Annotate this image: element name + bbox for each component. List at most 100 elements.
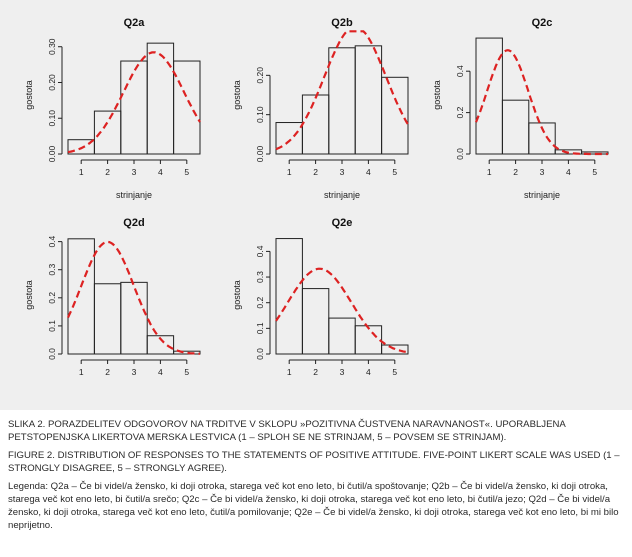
y-tick-label: 0.3 [255,271,265,283]
figure-caption: SLIKA 2. PORAZDELITEV ODGOVOROV NA TRDIT… [8,418,626,537]
chart-panel-q2e: Q2e 0.0 0.1 0.2 0.3 0.4 1 2 3 4 5 gostota [218,206,428,406]
x-tick-label: 4 [566,167,571,177]
y-tick-label: 0.0 [455,148,465,160]
bar-q2b-4 [354,45,383,155]
x-tick-label: 3 [132,167,137,177]
x-tick-label: 1 [79,367,84,377]
bar-q2c-2 [501,99,530,155]
histogram-q2c: Q2c 0.0 0.2 0.4 1 2 3 4 5 gostota strinjanje [432,17,609,200]
chart-title: Q2a [124,17,146,29]
x-tick-label: 3 [340,167,345,177]
bar-q2e-5 [381,344,409,355]
y-tick-label: 0.00 [255,145,265,162]
y-tick-label: 0.0 [255,348,265,360]
bar-q2d-2 [93,283,122,355]
chart-panel-q2d: Q2d 0.0 0.1 0.2 0.3 0.4 1 2 3 4 5 gostota [10,206,220,406]
bar-q2e-4 [354,325,383,355]
chart-panel-q2a: Q2a 0.00 0.10 0.20 0.30 1 2 3 4 5 gostota strinjanj… [10,6,220,206]
x-tick-label: 1 [287,367,292,377]
histogram-q2b: Q2b 0.00 0.10 0.20 1 2 3 4 5 gostota strinjanje [232,17,409,200]
density-curve-q2b [275,30,409,151]
y-tick-label: 0.2 [47,292,57,304]
x-tick-label: 5 [392,167,397,177]
y-tick-label: 0.0 [47,348,57,360]
x-tick-label: 3 [132,367,137,377]
bar-q2d-3 [120,281,148,355]
y-tick-label: 0.10 [47,110,57,127]
x-tick-label: 5 [392,367,397,377]
bar-q2a-4 [146,42,175,155]
x-tick-label: 1 [287,167,292,177]
x-tick-label: 2 [105,167,110,177]
y-tick-label: 0.4 [455,65,465,77]
bar-q2a-3 [120,60,148,155]
y-tick-label: 0.00 [47,145,57,162]
y-tick-label: 0.2 [255,297,265,309]
x-tick-label: 4 [158,167,163,177]
chart-panel-q2c: Q2c 0.0 0.2 0.4 1 2 3 4 5 gostota strinjanje [418,6,628,206]
x-axis-label: strinjanje [116,190,152,200]
y-tick-label: 0.20 [47,74,57,91]
x-tick-label: 1 [79,167,84,177]
histogram-q2e: Q2e 0.0 0.1 0.2 0.3 0.4 1 2 3 4 5 gostota [232,217,409,377]
y-axis-label: gostota [232,280,242,310]
y-tick-label: 0.4 [255,245,265,257]
x-tick-label: 2 [313,367,318,377]
bar-q2b-3 [328,47,356,155]
x-tick-label: 4 [366,367,371,377]
chart-title: Q2b [331,17,353,29]
bar-q2a-2 [93,110,122,155]
chart-title: Q2e [332,217,353,229]
density-curve-q2c [474,49,608,156]
bar-q2d-4 [146,335,175,355]
caption-legend: Legenda: Q2a – Če bi videl/a žensko, ki … [8,481,619,531]
y-tick-label: 0.1 [255,322,265,334]
bar-q2b-1 [275,122,303,155]
x-tick-label: 1 [487,167,492,177]
chart-title: Q2c [532,17,553,29]
x-tick-label: 2 [513,167,518,177]
bar-q2b-5 [381,76,409,155]
density-curve-q2d [66,240,201,355]
x-axis-label: strinjanje [324,190,360,200]
bar-q2c-1 [475,37,503,155]
x-tick-label: 2 [105,367,110,377]
x-tick-label: 2 [313,167,318,177]
y-axis-label: gostota [432,80,442,110]
y-axis-label: gostota [232,80,242,110]
x-tick-label: 3 [540,167,545,177]
y-axis-label: gostota [24,80,34,110]
x-tick-label: 5 [592,167,597,177]
x-tick-label: 5 [184,367,189,377]
bar-q2e-2 [301,288,330,355]
caption-english: FIGURE 2. DISTRIBUTION OF RESPONSES TO T… [8,450,620,474]
figure-area: Q2a 0.00 0.10 0.20 0.30 1 2 3 4 5 gostota strinjanj… [0,0,632,410]
bar-q2e-1 [275,238,303,355]
bar-q2e-3 [328,317,356,355]
bar-q2b-2 [301,94,330,155]
bar-q2c-3 [528,122,556,155]
y-tick-label: 0.3 [47,264,57,276]
x-tick-label: 4 [158,367,163,377]
y-tick-label: 0.10 [255,106,265,123]
histogram-q2a: Q2a 0.00 0.10 0.20 0.30 1 2 3 4 5 gostota strinjanj… [24,17,201,200]
y-axis-label: gostota [24,280,34,310]
density-curve-q2a [67,51,201,154]
chart-panel-q2b: Q2b 0.00 0.10 0.20 1 2 3 4 5 gostota strinjanje [218,6,428,206]
bar-q2d-5 [173,350,201,355]
y-tick-label: 0.4 [47,235,57,247]
y-tick-label: 0.20 [255,67,265,84]
chart-title: Q2d [123,217,144,229]
x-axis-label: strinjanje [524,190,560,200]
x-tick-label: 4 [366,167,371,177]
bar-q2a-5 [173,60,201,155]
y-tick-label: 0.1 [47,320,57,332]
x-tick-label: 3 [340,367,345,377]
histogram-q2d: Q2d 0.0 0.1 0.2 0.3 0.4 1 2 3 4 5 gostota [24,217,201,377]
density-curve-q2e [275,267,409,354]
caption-slovene: SLIKA 2. PORAZDELITEV ODGOVOROV NA TRDIT… [8,419,566,443]
x-tick-label: 5 [184,167,189,177]
y-tick-label: 0.2 [455,106,465,118]
y-tick-label: 0.30 [47,38,57,55]
bar-q2d-1 [67,238,95,355]
